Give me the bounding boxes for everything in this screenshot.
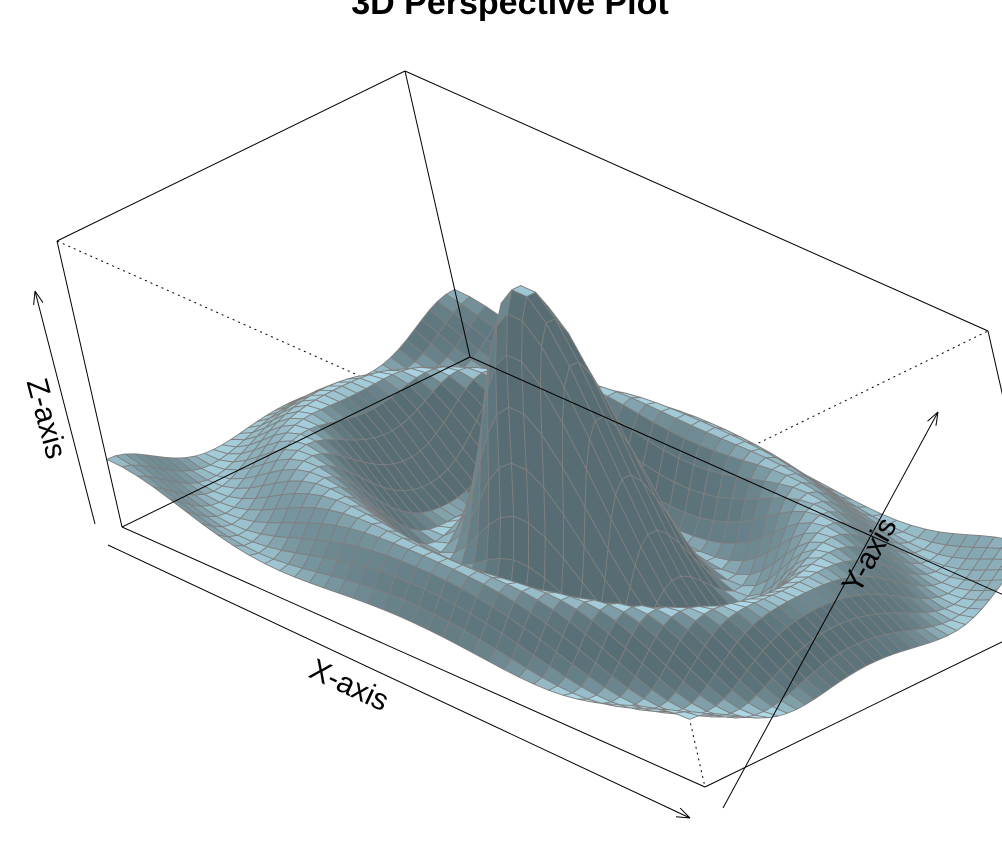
x-axis-label: X-axis [304,653,393,718]
x-axis-arrow-head [679,807,691,819]
surface-facet [506,354,525,415]
z-axis-arrow-head [33,290,36,305]
surface-mesh [106,285,1002,720]
z-axis-arrow [34,290,96,525]
surface-facet [506,313,523,363]
surface-facet [674,711,700,720]
surface-facet [992,548,1002,560]
box-edge [121,356,471,528]
surface-facet [513,515,530,568]
box-edge [56,240,123,528]
box-edge [404,70,989,332]
surface-facet [998,565,1002,571]
box-edge-hidden [56,240,641,502]
y-axis-arrow-head [935,411,939,426]
box-edge [56,70,406,242]
surface-facet [499,515,515,561]
x-axis-arrow [107,544,691,819]
box-edge [469,356,1002,595]
box-edge [121,526,706,788]
visible-box-edges [56,70,1002,788]
y-axis-arrow [722,411,939,809]
box-edge-hidden [639,330,989,502]
box-edge [704,641,1002,788]
surface-facet [511,462,530,524]
z-axis-arrow-head [34,290,44,303]
box-edge [987,330,1002,395]
z-axis-label: Z-axis [20,375,73,462]
y-axis-arrow-head [927,411,939,422]
chart-title: 3D Perspective Plot [351,0,668,22]
x-axis-arrow-head [676,816,691,819]
box-edge [404,70,471,358]
axis-arrows [33,290,939,819]
